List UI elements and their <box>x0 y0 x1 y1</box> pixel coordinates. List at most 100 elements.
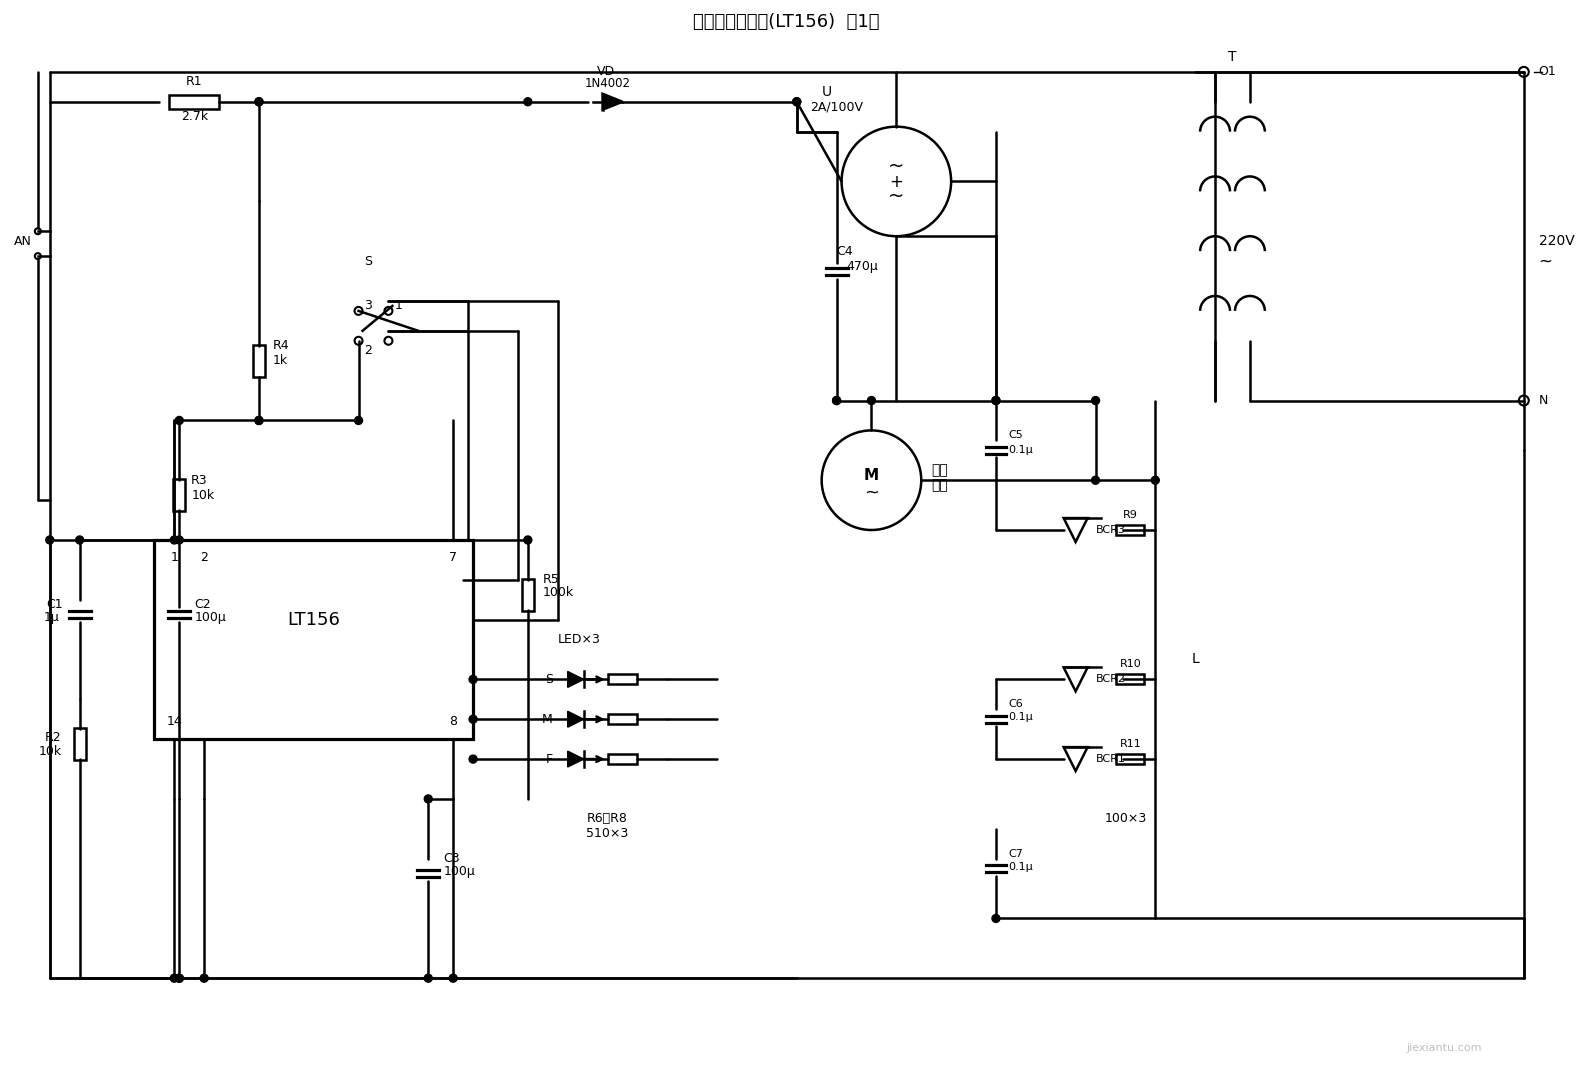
Text: C7: C7 <box>1008 849 1023 858</box>
Text: 510×3: 510×3 <box>587 828 628 840</box>
Bar <box>1117 525 1144 535</box>
Text: 2A/100V: 2A/100V <box>810 100 863 113</box>
Text: C2: C2 <box>194 599 211 611</box>
Circle shape <box>469 675 477 684</box>
Circle shape <box>46 536 54 544</box>
Circle shape <box>424 974 432 982</box>
Text: L: L <box>1191 653 1199 667</box>
Circle shape <box>993 915 1000 922</box>
Text: R6～R8: R6～R8 <box>587 813 628 825</box>
Bar <box>608 715 638 724</box>
Text: M: M <box>541 712 552 725</box>
Circle shape <box>833 396 841 405</box>
Circle shape <box>256 416 264 425</box>
Polygon shape <box>568 751 584 767</box>
Text: F: F <box>546 753 552 766</box>
Text: O1: O1 <box>1539 65 1556 79</box>
Text: VD: VD <box>596 65 614 79</box>
Text: 电机: 电机 <box>931 463 948 477</box>
Circle shape <box>524 536 532 544</box>
Text: 7: 7 <box>450 552 458 564</box>
Text: ~: ~ <box>888 157 904 176</box>
Text: ~: ~ <box>1539 252 1553 271</box>
Circle shape <box>355 416 363 425</box>
Text: BCR3: BCR3 <box>1095 525 1125 535</box>
Circle shape <box>200 974 208 982</box>
Text: 0.1μ: 0.1μ <box>1008 712 1032 722</box>
Text: 1k: 1k <box>273 355 289 367</box>
Text: R5: R5 <box>543 573 560 587</box>
Text: ~: ~ <box>888 186 904 206</box>
Text: 2: 2 <box>365 344 372 357</box>
Text: R3: R3 <box>191 474 208 487</box>
Polygon shape <box>568 711 584 727</box>
Text: LT156: LT156 <box>287 610 341 628</box>
Circle shape <box>833 396 841 405</box>
Text: 2.7k: 2.7k <box>180 110 208 124</box>
Circle shape <box>170 974 178 982</box>
Text: jiexiantu.com: jiexiantu.com <box>1406 1043 1482 1053</box>
Text: R4: R4 <box>273 340 289 353</box>
Bar <box>155 540 473 739</box>
Text: C5: C5 <box>1008 430 1023 441</box>
Text: T: T <box>1228 50 1236 64</box>
Text: 电风扇程控电路(LT156)  第1张: 电风扇程控电路(LT156) 第1张 <box>693 13 879 31</box>
Text: C6: C6 <box>1008 700 1023 709</box>
Text: LED×3: LED×3 <box>557 633 601 646</box>
Circle shape <box>993 396 1000 405</box>
Text: 0.1μ: 0.1μ <box>1008 862 1032 871</box>
Circle shape <box>175 974 183 982</box>
Circle shape <box>469 755 477 763</box>
Text: ~: ~ <box>863 484 879 502</box>
Text: 1: 1 <box>394 299 402 312</box>
Polygon shape <box>603 94 622 110</box>
Polygon shape <box>568 671 584 687</box>
Bar <box>608 674 638 685</box>
Text: R10: R10 <box>1119 659 1141 670</box>
Bar <box>74 728 85 760</box>
Text: 1N4002: 1N4002 <box>584 78 631 91</box>
Circle shape <box>175 416 183 425</box>
Circle shape <box>993 396 1000 405</box>
Text: 14: 14 <box>166 715 181 727</box>
Circle shape <box>524 98 532 105</box>
Bar <box>608 754 638 764</box>
Circle shape <box>175 974 183 982</box>
Text: R1: R1 <box>186 76 202 88</box>
Circle shape <box>256 98 264 105</box>
Circle shape <box>792 98 800 105</box>
Text: N: N <box>1539 394 1548 407</box>
Circle shape <box>1152 476 1160 485</box>
Text: 100k: 100k <box>543 586 574 600</box>
Circle shape <box>1092 396 1100 405</box>
Circle shape <box>868 396 876 405</box>
Text: M: M <box>863 468 879 482</box>
Text: 100×3: 100×3 <box>1105 813 1147 825</box>
Text: 10k: 10k <box>38 744 62 757</box>
Circle shape <box>76 536 84 544</box>
Circle shape <box>256 416 264 425</box>
Text: 0.1μ: 0.1μ <box>1008 445 1032 456</box>
Text: 470μ: 470μ <box>846 260 879 273</box>
Text: R11: R11 <box>1119 739 1141 749</box>
Text: 100μ: 100μ <box>194 611 226 624</box>
Text: BCR1: BCR1 <box>1095 754 1125 764</box>
Circle shape <box>792 98 800 105</box>
Text: AN: AN <box>14 234 32 248</box>
Bar <box>1117 754 1144 764</box>
Text: 1: 1 <box>170 552 178 564</box>
Bar <box>522 578 533 610</box>
Text: S: S <box>365 255 372 267</box>
Text: C3: C3 <box>443 852 459 865</box>
Text: C4: C4 <box>836 245 854 258</box>
Text: 100μ: 100μ <box>443 865 475 879</box>
Text: 1μ: 1μ <box>44 611 60 624</box>
Bar <box>252 345 265 377</box>
Circle shape <box>175 536 183 544</box>
Circle shape <box>1092 476 1100 485</box>
Text: +: + <box>890 174 903 192</box>
Text: BCR2: BCR2 <box>1095 674 1125 685</box>
Text: 3: 3 <box>365 299 372 312</box>
Text: C1: C1 <box>46 599 63 611</box>
Text: U: U <box>822 85 832 99</box>
